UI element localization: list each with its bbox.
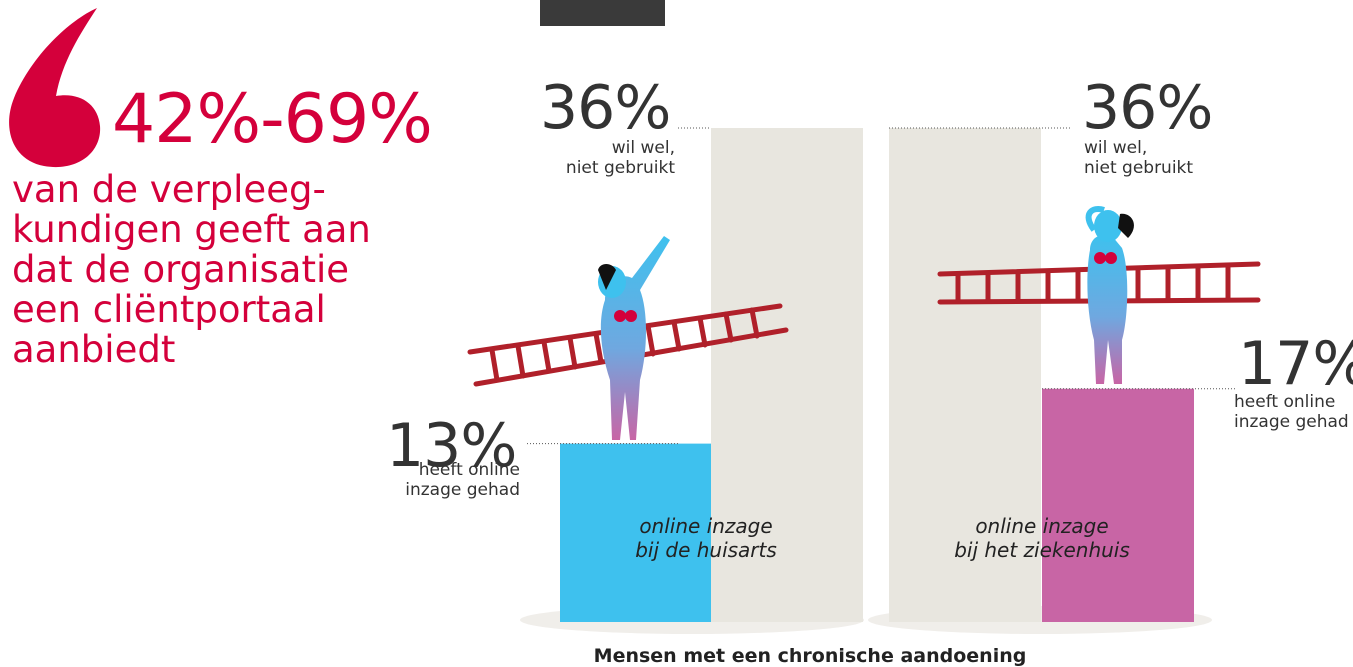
bar-1-0 — [889, 128, 1041, 622]
segment-label-line: inzage gehad — [1234, 412, 1349, 432]
bars-layer — [560, 128, 1194, 622]
headline-range: 42%-69% — [112, 80, 433, 159]
quote-mark-icon — [9, 8, 101, 168]
bar-0-1 — [711, 128, 863, 622]
person-figure-icon — [598, 236, 670, 440]
segment-label-line: wil wel, — [611, 138, 675, 158]
category-label-line: online inzage — [639, 514, 773, 538]
bar-0-0 — [560, 443, 711, 622]
segment-label-ziekenhuis-wilwel: wil wel, niet gebruikt — [1084, 138, 1224, 178]
value-label-huisarts-gehad: 13% — [386, 411, 517, 481]
segment-label-line: inzage gehad — [405, 480, 520, 500]
segment-label-line: heeft online — [418, 460, 520, 480]
segment-label-huisarts-gehad: heeft online inzage gehad — [380, 460, 520, 500]
top-tab — [540, 0, 665, 26]
value-label-ziekenhuis-gehad: 17% — [1238, 329, 1353, 399]
headline-line: dat de organisatie — [12, 248, 350, 291]
category-label-huisarts: online inzage bij de huisarts — [596, 514, 816, 562]
value-label-huisarts-wilwel: 36% — [540, 73, 671, 143]
headline-line: een cliëntportaal — [12, 288, 326, 331]
headline-line: van de verpleeg- — [12, 168, 326, 211]
leader-lines-layer — [527, 127, 1235, 445]
category-label-ziekenhuis: online inzage bij het ziekenhuis — [932, 514, 1152, 562]
segment-label-huisarts-wilwel: wil wel, niet gebruikt — [560, 138, 675, 178]
value-label-ziekenhuis-wilwel: 36% — [1082, 73, 1213, 143]
category-label-line: online inzage — [975, 514, 1109, 538]
segment-label-line: niet gebruikt — [1084, 158, 1194, 178]
segment-label-line: niet gebruikt — [565, 158, 675, 178]
headline-line: kundigen geeft aan — [12, 208, 371, 251]
segment-label-line: heeft online — [1234, 392, 1336, 412]
category-label-line: bij het ziekenhuis — [954, 538, 1130, 562]
category-label-line: bij de huisarts — [635, 538, 777, 562]
bar-1-1 — [1042, 388, 1194, 622]
chart-footer: Mensen met een chronische aandoening — [593, 645, 1027, 667]
headline-text: van de verpleeg- kundigen geeft aan dat … — [12, 170, 432, 370]
segment-label-line: wil wel, — [1084, 138, 1148, 158]
person-figure-icon — [1085, 206, 1134, 384]
segment-label-ziekenhuis-gehad: heeft online inzage gehad — [1234, 392, 1353, 432]
headline-line: aanbiedt — [12, 328, 176, 371]
